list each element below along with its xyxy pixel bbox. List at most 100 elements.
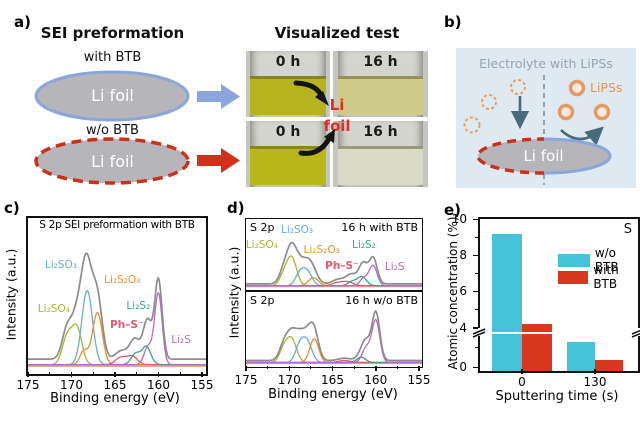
x-tick-label: 0 [518, 375, 526, 389]
d-top-corner-right: 16 h with BTB [341, 221, 418, 234]
time-label: 16 h [363, 54, 398, 70]
vial-photo-16h-with-btb: 16 h [333, 51, 428, 117]
d-x-axis-label: Binding energy (eV) [268, 387, 398, 402]
e-x-axis-label: Sputtering time (s) [495, 389, 619, 404]
time-label: 0 h [275, 54, 301, 70]
e-y-tick-labels: 0 4 6 8 10 [444, 212, 470, 374]
sei-preformation-title: SEI preformation [40, 24, 185, 42]
electrolyte-title: Electrolyte with LiPSs [479, 56, 613, 71]
li-foil-annotation: Li foil [314, 95, 360, 137]
x-major-tick [245, 366, 247, 371]
li-foil-ellipse-wo-btb [34, 137, 190, 185]
x-tick-label: 155 [190, 378, 214, 392]
curved-arrow-icon [560, 126, 604, 146]
peak-label-li2s2: Li₂S₂ [351, 238, 376, 251]
y-tick-label: 4 [459, 320, 467, 335]
panel-b-label: b) [444, 13, 462, 31]
y-major-tick [473, 218, 478, 220]
c-x-axis-ticks [27, 372, 203, 380]
peak-label-li2s: Li₂S [384, 261, 405, 274]
envelope-curve [246, 243, 422, 284]
axis-break-icon [472, 328, 486, 338]
axis-break-icon [631, 328, 640, 338]
d-x-axis-ticks [245, 366, 420, 374]
lipss-label: LiPSs [590, 80, 623, 95]
legend-item: w/o BTB [558, 246, 638, 274]
electrolyte-diagram [463, 75, 612, 185]
d-bottom-corner-right: 16 h w/o BTB [345, 294, 418, 307]
y-tick-label: 8 [459, 248, 467, 263]
red-arrow-icon [197, 148, 240, 173]
y-tick-label: 10 [451, 212, 467, 226]
dashed-circle-icon [463, 116, 481, 134]
wo-btb-label: w/o BTB [86, 123, 139, 138]
d-y-axis-label: Intensity (a.u.) [226, 246, 242, 339]
peak-label-li2so4: Li₂SO₄ [37, 303, 70, 316]
element-annotation: S [623, 222, 632, 237]
component-curve-li2s2o3 [246, 339, 422, 363]
visualized-test-title: Visualized test [274, 24, 400, 42]
spectrum-d-top-plot [246, 219, 422, 290]
vial-liquid [337, 75, 424, 116]
x-minor-tick [267, 366, 269, 369]
peak-label-ph-s: Ph–S⁻ [325, 259, 359, 272]
c-x-axis-label: Binding energy (eV) [50, 391, 180, 406]
spectrum-c-frame: S 2p SEI preformation with BTB Li₂SO₄ Li₂… [26, 216, 208, 376]
y-major-tick [473, 290, 478, 293]
peak-label-li2s2o3: Li₂S₂O₃ [303, 243, 340, 256]
bar-w-o-btb-0 [492, 233, 522, 371]
y-minor-tick [475, 347, 478, 349]
x-major-tick [114, 372, 116, 377]
peak-label-li2s: Li₂S [171, 333, 191, 346]
y-tick-label: 0 [459, 360, 467, 374]
legend-item: with BTB [558, 263, 638, 291]
x-minor-tick [396, 366, 398, 369]
legend-label: w/o BTB [594, 246, 619, 274]
spectrum-c-plot [28, 218, 206, 374]
x-tick-label: 165 [103, 378, 127, 392]
x-tick-label: 175 [16, 378, 40, 392]
e-y-axis-ticks [471, 217, 478, 369]
y-major-tick [473, 254, 478, 257]
vial-photo-16h-wo-btb: 16 h [333, 121, 428, 187]
e-x-axis-ticks [480, 369, 634, 377]
curved-arrow-up-icon [298, 129, 335, 156]
component-curve-li2s [246, 320, 422, 363]
curved-arrow-down-icon [293, 80, 329, 106]
li-foil-annotation-line2: foil [323, 117, 351, 135]
x-major-tick [288, 366, 290, 371]
x-tick-label: 130 [583, 375, 607, 389]
e-x-tick-labels: 0 130 [480, 374, 634, 389]
x-tick-label: 165 [321, 373, 344, 387]
peak-label-li2so3: Li₂SO₃ [280, 223, 314, 236]
time-label: 0 h [275, 124, 301, 140]
envelope-curve [246, 311, 422, 360]
x-tick-label: 175 [234, 373, 258, 387]
spectrum-d-top-frame: S 2p 16 h with BTB Li₂SO₄ Li₂SO₃ Li₂S₂O₃ Ph… [245, 218, 423, 291]
axis-break-line [480, 331, 638, 335]
li-foil-annotation-line1: Li [329, 96, 345, 114]
x-major-tick [331, 366, 334, 371]
x-major-tick [201, 372, 203, 377]
x-major-tick [157, 372, 160, 377]
x-tick-label: 160 [364, 373, 388, 387]
component-curve-li2so4 [246, 337, 422, 363]
bar-with-btb-130 [595, 360, 623, 371]
x-major-tick [521, 369, 523, 374]
vial-photo-0h-with-btb: 0 h [246, 51, 330, 117]
li-foil-text-2: Li foil [91, 152, 134, 171]
panel-e-label: e) [444, 201, 462, 219]
x-major-tick [70, 372, 73, 377]
x-tick-label: 160 [147, 378, 170, 392]
x-minor-tick [49, 372, 51, 375]
peak-label-li2s2: Li₂S₂ [126, 300, 151, 313]
legend-swatch [558, 270, 589, 284]
li-foil-ellipse [478, 139, 610, 173]
li-foil-text-b: Li foil [523, 147, 564, 165]
envelope-curve [28, 253, 206, 359]
y-tick-label: 6 [459, 284, 467, 299]
y-major-tick [473, 366, 478, 368]
vial-liquid [250, 75, 326, 116]
x-minor-tick [136, 372, 138, 375]
